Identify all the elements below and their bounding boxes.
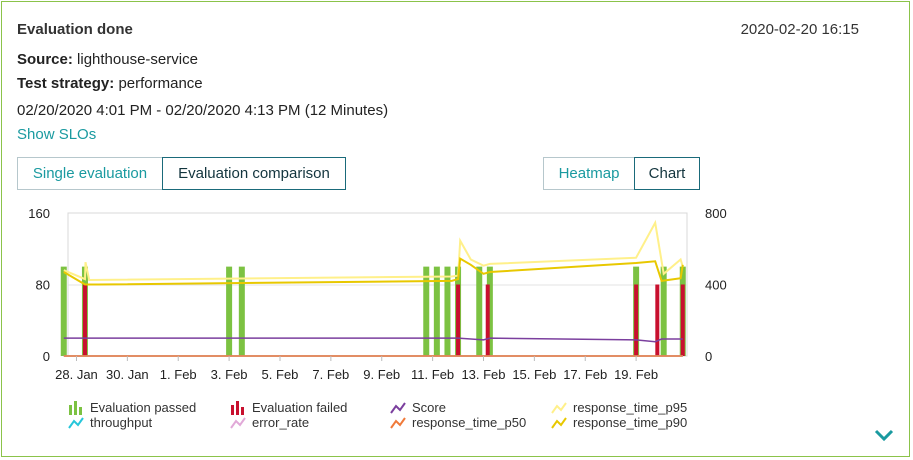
passed-bar[interactable] bbox=[444, 266, 451, 356]
failed-bars bbox=[82, 284, 685, 357]
line-icon bbox=[390, 401, 406, 414]
legend-label: Evaluation passed bbox=[90, 400, 197, 415]
x-tick-label: 30. Jan bbox=[106, 367, 149, 382]
y-axis-right: 800 400 0 bbox=[705, 206, 727, 364]
series-line-response-time-p95 bbox=[63, 219, 684, 282]
line-icon bbox=[390, 416, 406, 429]
x-tick-label: 15. Feb bbox=[512, 367, 556, 382]
legend-error-rate[interactable]: error_rate bbox=[230, 415, 309, 430]
y-tick-label: 80 bbox=[36, 278, 50, 293]
strategy-value: performance bbox=[118, 75, 203, 92]
legend-label: throughput bbox=[90, 415, 153, 430]
failed-bar[interactable] bbox=[456, 284, 461, 357]
legend-throughput[interactable]: throughput bbox=[68, 415, 152, 430]
passed-bar[interactable] bbox=[226, 266, 233, 356]
y-axis-left: 160 80 0 bbox=[28, 206, 50, 364]
legend-evaluation-passed[interactable]: Evaluation passed bbox=[68, 400, 196, 415]
strategy-label: Test strategy: bbox=[17, 75, 115, 92]
x-tick-label: 9. Feb bbox=[363, 367, 400, 382]
line-icon bbox=[230, 416, 246, 429]
show-slos-link[interactable]: Show SLOs bbox=[17, 126, 97, 143]
x-tick-label: 17. Feb bbox=[563, 367, 607, 382]
legend-label: response_time_p95 bbox=[573, 400, 688, 415]
failed-bar[interactable] bbox=[485, 284, 490, 357]
tab-chart[interactable]: Chart bbox=[634, 157, 700, 190]
time-range: 02/20/2020 4:01 PM - 02/20/2020 4:13 PM … bbox=[17, 102, 389, 119]
failed-bar[interactable] bbox=[82, 284, 87, 357]
failed-bar[interactable] bbox=[634, 284, 639, 357]
x-tick-label: 19. Feb bbox=[614, 367, 658, 382]
y-tick-label-right: 0 bbox=[705, 349, 712, 364]
x-tick-label: 5. Feb bbox=[262, 367, 299, 382]
passed-bar[interactable] bbox=[433, 266, 440, 356]
series-lines bbox=[63, 219, 684, 357]
x-axis: 28. Jan 30. Jan 1. Feb 3. Feb 5. Feb 7. Feb 9.… bbox=[55, 356, 658, 382]
x-tick-label: 3. Feb bbox=[211, 367, 248, 382]
bar-icon bbox=[69, 400, 82, 415]
x-tick-label: 7. Feb bbox=[312, 367, 349, 382]
tab-single-evaluation[interactable]: Single evaluation bbox=[17, 157, 163, 190]
legend-label: response_time_p50 bbox=[412, 415, 527, 430]
legend-label: Score bbox=[412, 400, 446, 415]
tab-heatmap[interactable]: Heatmap bbox=[543, 157, 635, 190]
y-tick-label-right: 800 bbox=[705, 206, 727, 221]
source-value: lighthouse-service bbox=[77, 51, 198, 68]
tab-evaluation-comparison[interactable]: Evaluation comparison bbox=[162, 157, 346, 190]
failed-bar[interactable] bbox=[655, 284, 660, 357]
passed-bar[interactable] bbox=[238, 266, 245, 356]
legend-response-time-p95[interactable]: response_time_p95 bbox=[551, 400, 687, 415]
y-tick-label: 160 bbox=[28, 206, 50, 221]
passed-bar[interactable] bbox=[486, 266, 493, 356]
x-tick-label: 11. Feb bbox=[411, 367, 454, 382]
series-line-response-time-p90 bbox=[63, 256, 684, 286]
legend-score[interactable]: Score bbox=[390, 400, 446, 415]
series-line-score bbox=[63, 337, 683, 343]
x-tick-label: 28. Jan bbox=[55, 367, 98, 382]
passed-bar[interactable] bbox=[476, 266, 483, 356]
x-tick-label: 1. Feb bbox=[160, 367, 197, 382]
source-line: Source: lighthouse-service bbox=[17, 51, 198, 68]
evaluation-timestamp: 2020-02-20 16:15 bbox=[740, 21, 859, 38]
bar-icon bbox=[231, 400, 244, 415]
evaluation-title: Evaluation done bbox=[17, 21, 133, 38]
line-icon bbox=[551, 416, 567, 429]
legend-label: Evaluation failed bbox=[252, 400, 348, 415]
passed-bar[interactable] bbox=[660, 266, 667, 356]
chevron-down-icon[interactable] bbox=[873, 428, 895, 442]
legend-evaluation-failed[interactable]: Evaluation failed bbox=[230, 400, 347, 415]
passed-bar[interactable] bbox=[423, 266, 430, 356]
legend-response-time-p50[interactable]: response_time_p50 bbox=[390, 415, 526, 430]
source-label: Source: bbox=[17, 51, 73, 68]
legend-label: error_rate bbox=[252, 415, 310, 430]
failed-bar[interactable] bbox=[680, 284, 685, 357]
passed-bar[interactable] bbox=[60, 266, 67, 356]
line-icon bbox=[551, 401, 567, 414]
strategy-line: Test strategy: performance bbox=[17, 75, 203, 92]
legend-label: response_time_p90 bbox=[573, 415, 688, 430]
line-icon bbox=[68, 416, 84, 429]
x-tick-label: 13. Feb bbox=[461, 367, 505, 382]
y-tick-label-right: 400 bbox=[705, 278, 727, 293]
y-tick-label: 0 bbox=[43, 349, 50, 364]
legend-response-time-p90[interactable]: response_time_p90 bbox=[551, 415, 687, 430]
